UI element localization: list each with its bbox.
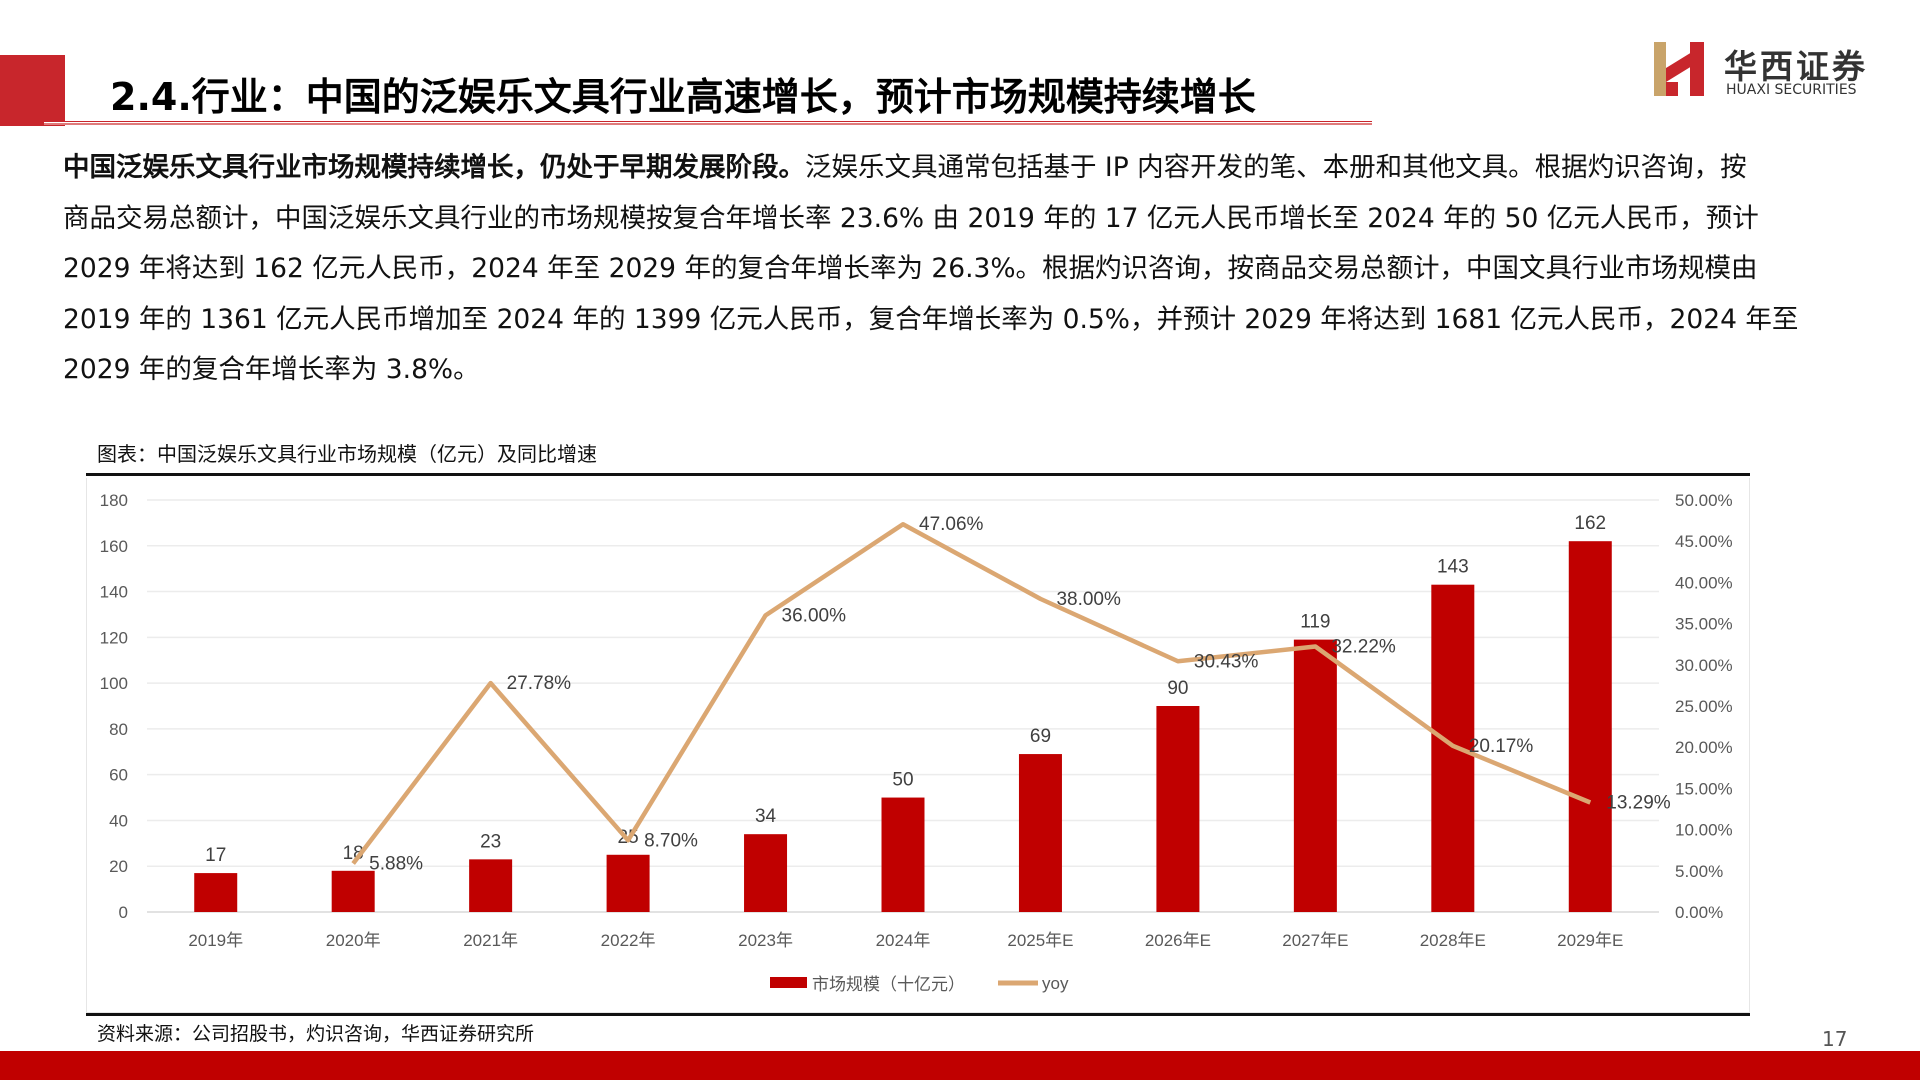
left-axis-tick: 100 xyxy=(100,674,128,693)
footer-bar xyxy=(0,1051,1920,1080)
huaxi-logo-icon xyxy=(1654,42,1704,96)
bar xyxy=(1293,639,1337,912)
right-axis-tick: 0.00% xyxy=(1675,903,1723,922)
yoy-label: 36.00% xyxy=(782,605,847,626)
right-axis-tick: 25.00% xyxy=(1675,697,1733,716)
yoy-label: 38.00% xyxy=(1056,589,1121,610)
x-axis-tick: 2021年 xyxy=(463,931,518,950)
x-axis-tick: 2028年E xyxy=(1420,931,1486,950)
chart-top-rule xyxy=(86,473,1750,476)
bar-label: 50 xyxy=(892,770,913,791)
title-accent-block xyxy=(0,55,65,126)
bar-label: 162 xyxy=(1574,513,1606,534)
bar xyxy=(331,870,375,912)
left-axis-tick: 160 xyxy=(100,537,128,556)
legend-bar-swatch xyxy=(770,977,807,988)
right-axis-tick: 5.00% xyxy=(1675,862,1723,881)
yoy-label: 20.17% xyxy=(1469,736,1534,757)
left-axis-tick: 40 xyxy=(109,811,128,830)
paragraph-line: 2029 年的复合年增长率为 3.8%。 xyxy=(63,354,480,385)
left-axis-tick: 0 xyxy=(119,903,128,922)
chart-bottom-rule xyxy=(86,1013,1750,1016)
bar xyxy=(606,854,650,912)
logo-en-text: HUAXI SECURITIES xyxy=(1726,82,1857,98)
page-number: 17 xyxy=(1822,1027,1848,1051)
yoy-label: 27.78% xyxy=(507,673,572,694)
bar-label: 119 xyxy=(1300,612,1330,633)
left-axis-tick: 140 xyxy=(100,583,128,602)
body-paragraph: 中国泛娱乐文具行业市场规模持续增长，仍处于早期发展阶段。泛娱乐文具通常包括基于 … xyxy=(63,143,1863,396)
bar xyxy=(469,859,513,912)
x-axis-tick: 2024年 xyxy=(876,931,931,950)
logo-cn-text: 华西证券 xyxy=(1724,47,1868,86)
paragraph-text: 泛娱乐文具通常包括基于 IP 内容开发的笔、本册和其他文具。根据灼识咨询，按 xyxy=(805,152,1747,183)
right-axis-tick: 20.00% xyxy=(1675,738,1733,757)
left-axis-tick: 120 xyxy=(100,628,128,647)
title-divider xyxy=(44,121,1372,125)
legend-line-label: yoy xyxy=(1042,974,1069,993)
bar xyxy=(1018,754,1062,912)
bar xyxy=(1568,541,1612,912)
x-axis-tick: 2022年 xyxy=(601,931,656,950)
page-title: 2.4.行业：中国的泛娱乐文具行业高速增长，预计市场规模持续增长 xyxy=(110,75,1256,119)
huaxi-logo: 华西证券 HUAXI SECURITIES xyxy=(1652,38,1882,104)
right-axis-tick: 45.00% xyxy=(1675,532,1733,551)
yoy-line xyxy=(351,521,1592,865)
paragraph-lead: 中国泛娱乐文具行业市场规模持续增长，仍处于早期发展阶段。 xyxy=(63,152,805,183)
right-axis-tick: 30.00% xyxy=(1675,656,1733,675)
paragraph-line: 商品交易总额计，中国泛娱乐文具行业的市场规模按复合年增长率 23.6% 由 20… xyxy=(63,202,1759,234)
x-axis-tick: 2027年E xyxy=(1282,931,1348,950)
bar-label: 17 xyxy=(205,845,226,866)
yoy-label: 13.29% xyxy=(1606,792,1671,813)
bar xyxy=(881,797,925,912)
paragraph-line: 2019 年的 1361 亿元人民币增加至 2024 年的 1399 亿元人民币… xyxy=(63,303,1799,335)
bar-label: 69 xyxy=(1030,726,1051,747)
bar-label: 34 xyxy=(755,806,777,827)
left-axis-tick: 80 xyxy=(109,720,128,739)
left-axis-tick: 180 xyxy=(100,491,128,510)
x-axis-tick: 2029年E xyxy=(1557,931,1623,950)
yoy-label: 32.22% xyxy=(1331,637,1396,658)
paragraph-line: 2029 年将达到 162 亿元人民币，2024 年至 2029 年的复合年增长… xyxy=(63,253,1758,284)
yoy-label: 30.43% xyxy=(1194,651,1259,672)
x-axis-tick: 2023年 xyxy=(738,931,793,950)
x-axis-tick: 2026年E xyxy=(1145,931,1211,950)
bar-label: 23 xyxy=(480,831,501,852)
x-axis-tick: 2025年E xyxy=(1007,931,1073,950)
yoy-label: 47.06% xyxy=(919,514,984,535)
chart-frame xyxy=(86,478,1750,1013)
legend-bar-label: 市场规模（十亿元） xyxy=(812,975,965,994)
x-axis-tick: 2020年 xyxy=(326,931,381,950)
source-note: 资料来源：公司招股书，灼识咨询，华西证券研究所 xyxy=(97,1023,535,1045)
bar-label: 90 xyxy=(1167,678,1188,699)
right-axis-tick: 35.00% xyxy=(1675,615,1733,634)
bar xyxy=(744,834,788,912)
right-axis-tick: 40.00% xyxy=(1675,573,1733,592)
chart-title: 图表：中国泛娱乐文具行业市场规模（亿元）及同比增速 xyxy=(97,442,597,466)
bar-label: 143 xyxy=(1437,557,1469,578)
yoy-label: 8.70% xyxy=(644,830,698,851)
bar xyxy=(194,873,238,912)
right-axis-tick: 15.00% xyxy=(1675,779,1733,798)
left-axis-tick: 20 xyxy=(109,857,128,876)
paragraph-line: 中国泛娱乐文具行业市场规模持续增长，仍处于早期发展阶段。泛娱乐文具通常包括基于 … xyxy=(63,143,1863,194)
x-axis-tick: 2019年 xyxy=(188,931,243,950)
bar xyxy=(1431,584,1475,912)
left-axis-tick: 60 xyxy=(109,766,128,785)
right-axis-tick: 50.00% xyxy=(1675,491,1733,510)
right-axis-tick: 10.00% xyxy=(1675,821,1733,840)
bar xyxy=(1156,706,1200,912)
yoy-label: 5.88% xyxy=(369,854,423,875)
